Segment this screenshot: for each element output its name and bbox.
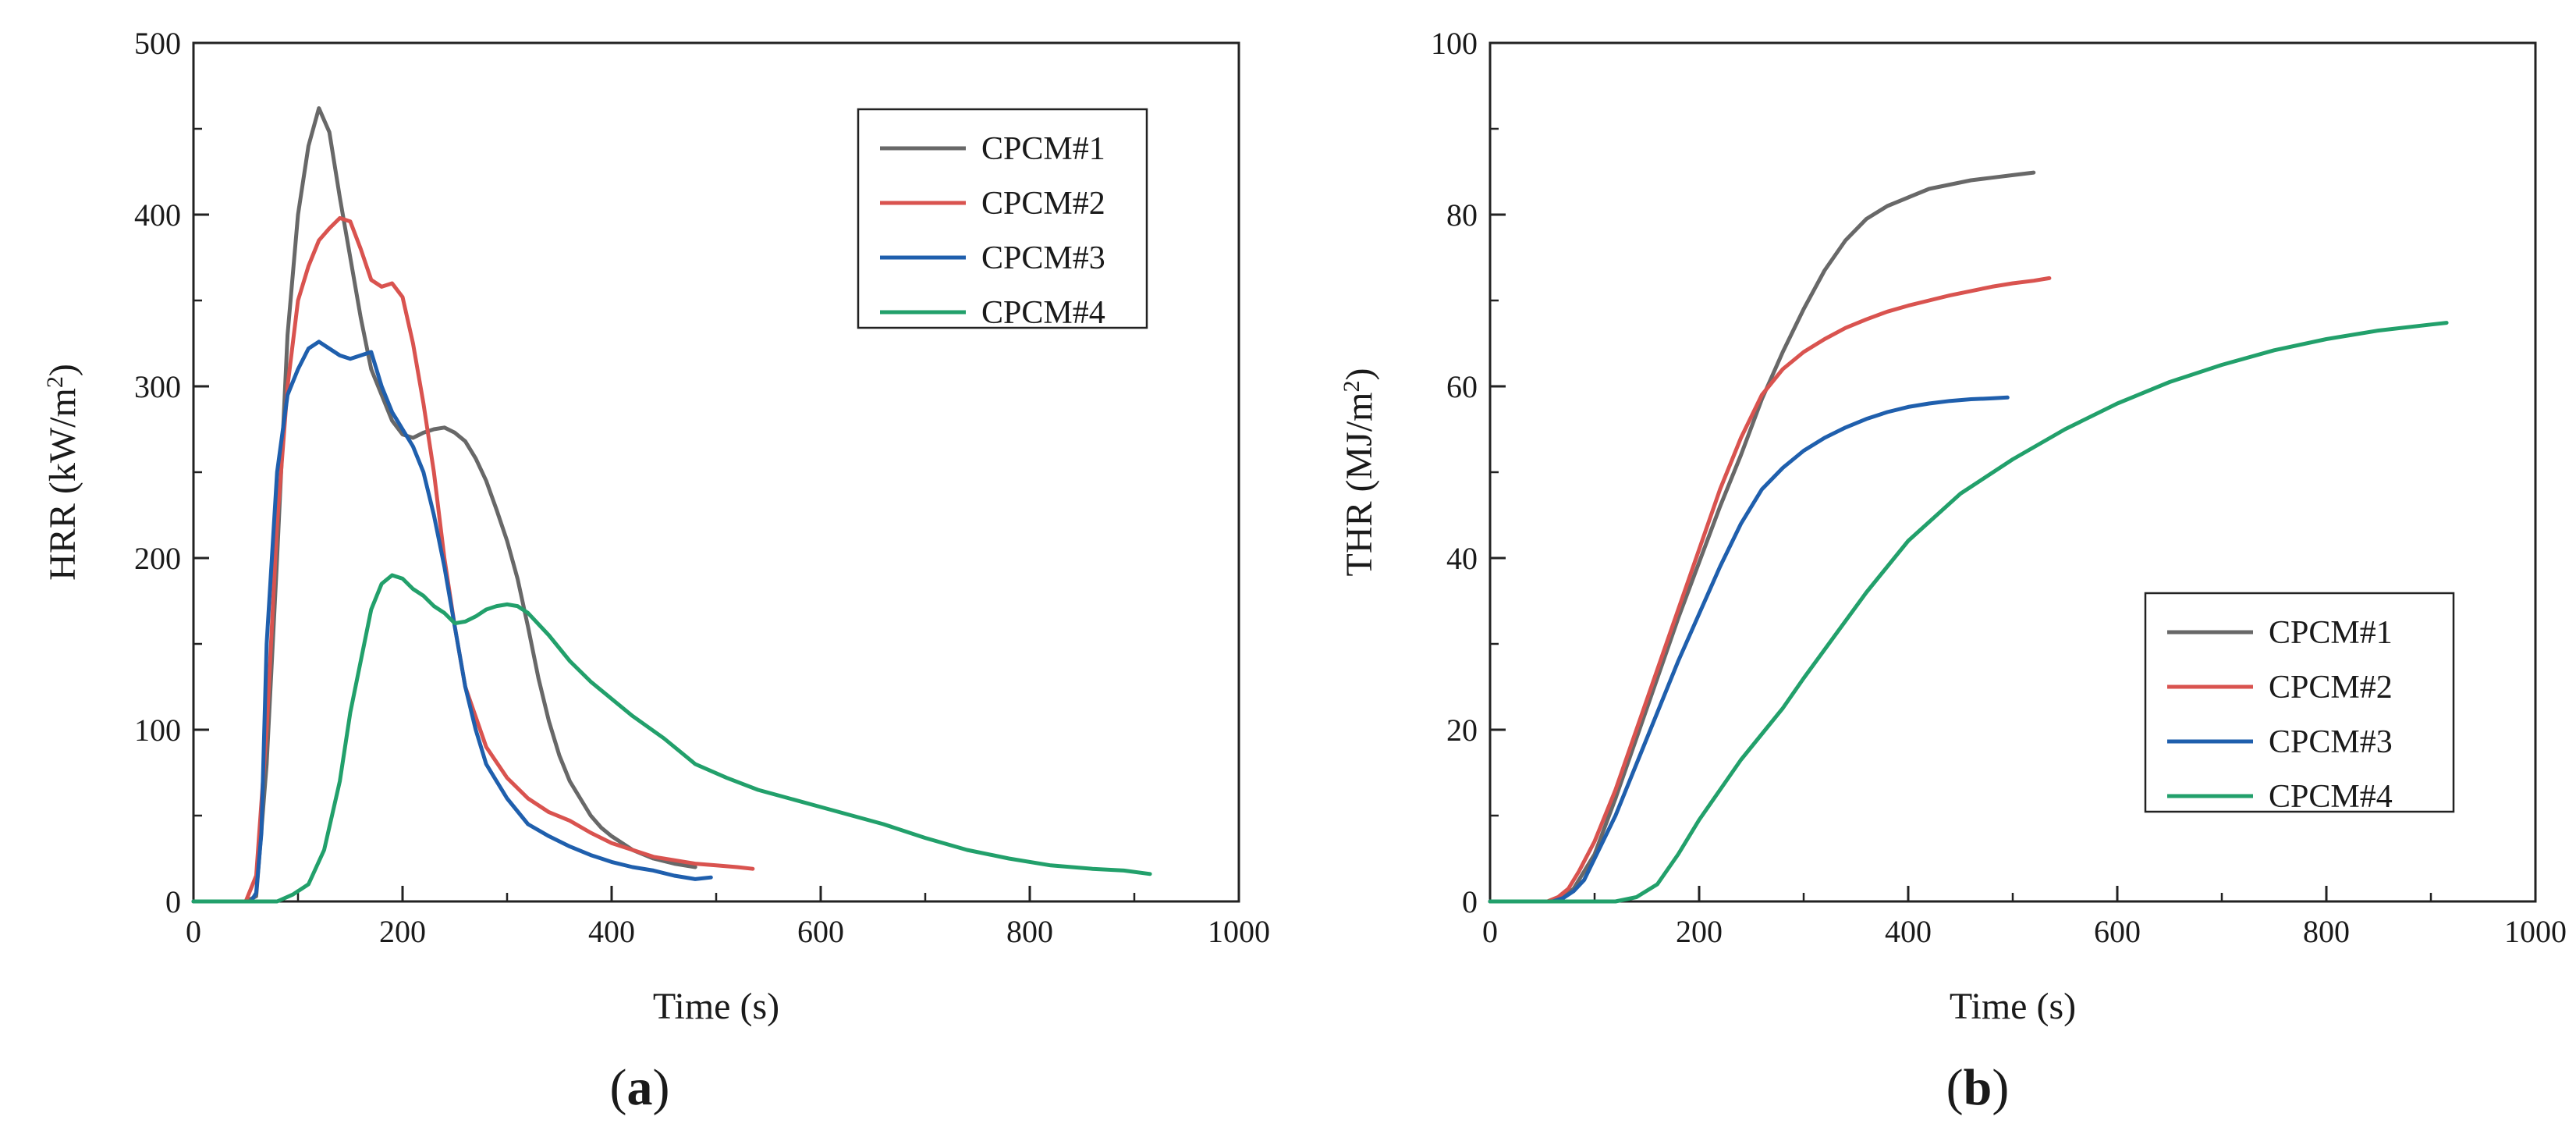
y-tick-label: 300: [134, 369, 181, 404]
legend-box: [857, 108, 1148, 329]
legend-label-cpcm4: CPCM#4: [981, 295, 1105, 331]
y-tick-label: 60: [1446, 369, 1478, 404]
legend: CPCM#1 CPCM#2 CPCM#3 CPCM#4: [857, 108, 1148, 331]
y-tick-label: 500: [134, 26, 181, 61]
series-line-cpcm3: [191, 340, 713, 904]
y-tick-label: 200: [134, 541, 181, 576]
legend: CPCM#1 CPCM#2 CPCM#3 CPCM#4: [2144, 592, 2455, 815]
y-tick-label: 0: [1462, 884, 1478, 919]
legend-label-cpcm2: CPCM#2: [2269, 670, 2393, 706]
x-tick-label: 1000: [2504, 914, 2567, 949]
x-tick-label: 600: [797, 914, 844, 949]
x-tick-label: 0: [186, 914, 201, 949]
x-tick-label: 600: [2094, 914, 2141, 949]
series-lines: [191, 106, 1152, 904]
x-tick-label: 800: [2303, 914, 2350, 949]
y-tick-label: 100: [134, 713, 181, 748]
series-line-cpcm4: [1488, 321, 2449, 904]
legend-entries: CPCM#1 CPCM#2 CPCM#3 CPCM#4: [2167, 615, 2393, 815]
x-tick-labels: 0 200 400 600 800 1000: [186, 914, 1270, 949]
y-tick-label: 100: [1431, 26, 1478, 61]
chart-panel-a: 0 200 400 600 800 1000 0 100 200 300 400 500 Time …: [42, 26, 1271, 1116]
y-axis-label: HRR (kW/m2): [42, 364, 84, 581]
y-tick-label: 400: [134, 197, 181, 233]
x-tick-label: 200: [1676, 914, 1723, 949]
y-tick-label: 40: [1446, 541, 1478, 576]
x-axis-label: Time (s): [1950, 986, 2076, 1027]
legend-entries: CPCM#1 CPCM#2 CPCM#3 CPCM#4: [880, 131, 1105, 331]
x-axis-label: Time (s): [653, 986, 779, 1027]
x-tick-label: 0: [1482, 914, 1498, 949]
series-line-cpcm3: [1488, 395, 2010, 904]
x-tick-label: 400: [588, 914, 635, 949]
y-tick-label: 80: [1446, 197, 1478, 233]
y-tick-label: 0: [165, 884, 181, 919]
legend-label-cpcm2: CPCM#2: [981, 186, 1105, 222]
y-tick-label: 20: [1446, 713, 1478, 748]
x-tick-label: 200: [379, 914, 426, 949]
legend-label-cpcm1: CPCM#1: [2269, 615, 2393, 651]
x-tick-label: 800: [1006, 914, 1053, 949]
panel-caption-a: (a): [610, 1059, 670, 1116]
legend-label-cpcm1: CPCM#1: [981, 131, 1105, 167]
x-tick-label: 400: [1885, 914, 1932, 949]
y-axis-label: THR (MJ/m2): [1339, 368, 1381, 577]
legend-label-cpcm3: CPCM#3: [2269, 724, 2393, 760]
y-tick-labels: 0 20 40 60 80 100: [1431, 26, 1478, 919]
series-line-cpcm1: [1488, 170, 2036, 904]
series-lines: [1488, 170, 2449, 904]
y-tick-labels: 0 100 200 300 400 500: [134, 26, 181, 919]
series-line-cpcm4: [191, 573, 1152, 904]
legend-label-cpcm3: CPCM#3: [981, 240, 1105, 276]
series-line-cpcm2: [1488, 276, 2052, 904]
series-line-cpcm2: [191, 215, 755, 904]
legend-label-cpcm4: CPCM#4: [2269, 779, 2393, 815]
x-tick-label: 1000: [1208, 914, 1270, 949]
x-tick-labels: 0 200 400 600 800 1000: [1482, 914, 2567, 949]
legend-box: [2144, 592, 2455, 813]
series-line-cpcm1: [191, 106, 697, 904]
panel-caption-b: (b): [1946, 1059, 2010, 1116]
